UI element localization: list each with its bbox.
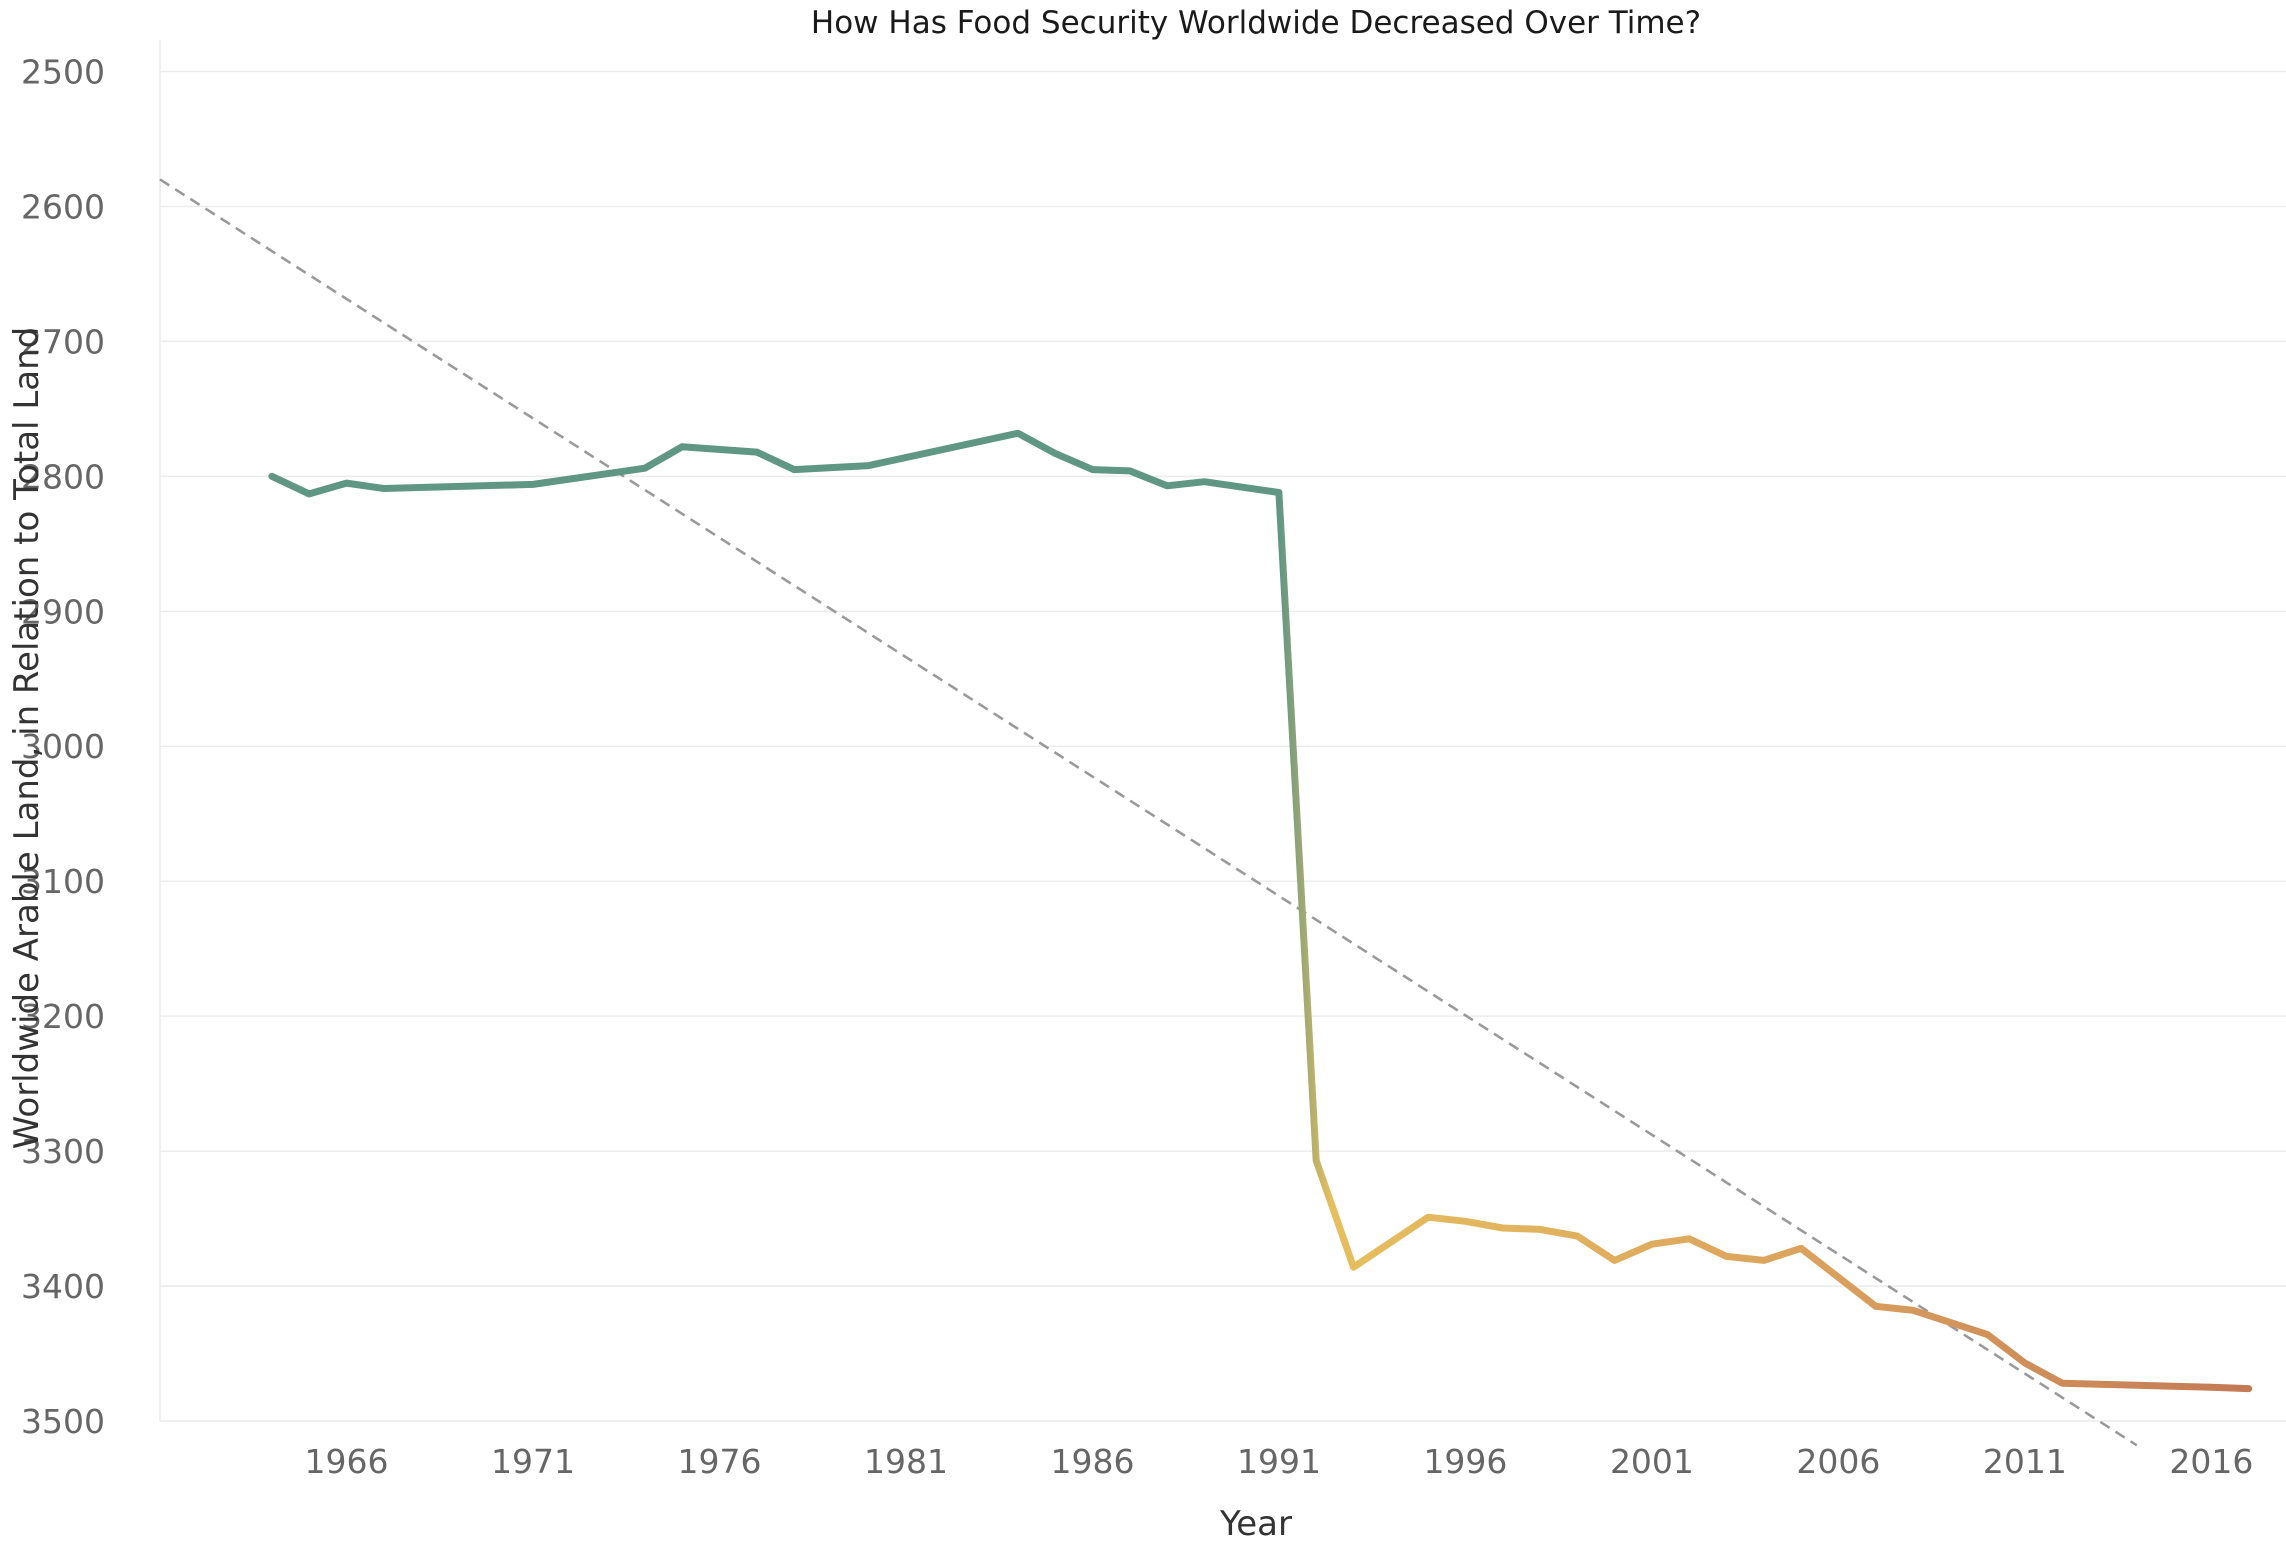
x-tick-label: 2001: [1610, 1442, 1694, 1481]
y-axis-label: Worldwide Arable Land, in Relation to To…: [7, 327, 47, 1149]
chart-title: How Has Food Security Worldwide Decrease…: [811, 5, 1701, 41]
trend-line-group: [159, 178, 2138, 1447]
y-tick-label: 3300: [21, 1132, 105, 1171]
y-tick-label: 3000: [21, 727, 105, 766]
y-tick-label: 3200: [21, 997, 105, 1036]
x-tick-label: 2006: [1796, 1442, 1880, 1481]
y-tick-label: 2700: [21, 322, 105, 361]
y-tick-label: 3100: [21, 862, 105, 901]
gridlines: [159, 40, 2286, 1422]
y-tick-label: 3400: [21, 1267, 105, 1306]
y-tick-label: 2500: [21, 52, 105, 91]
x-tick-label: 1996: [1423, 1442, 1507, 1481]
x-tick-label: 1966: [304, 1442, 388, 1481]
x-tick-label: 1981: [864, 1442, 948, 1481]
x-tick-label: 1991: [1237, 1442, 1321, 1481]
y-tick-label: 2600: [21, 187, 105, 226]
y-tick-label: 2800: [21, 457, 105, 496]
x-axis-ticks: 1966 1971 1976 1981 1986 1991 1996 2001 2006 2011…: [304, 1442, 2253, 1481]
series-group: [268, 429, 2253, 1393]
series-line: [268, 429, 2253, 1393]
x-tick-label: 1976: [677, 1442, 761, 1481]
x-tick-label: 2011: [1983, 1442, 2067, 1481]
x-tick-label: 1986: [1050, 1442, 1134, 1481]
x-tick-label: 2016: [2169, 1442, 2253, 1481]
x-tick-label: 1971: [491, 1442, 575, 1481]
y-tick-label: 2900: [21, 592, 105, 631]
y-tick-label: 3500: [21, 1402, 105, 1441]
trend-line: [159, 178, 2138, 1447]
y-axis-ticks: 2500 2600 2700 2800 2900 3000 3100 3200 3300 3400…: [21, 52, 105, 1441]
x-axis-label: Year: [1219, 1504, 1292, 1544]
